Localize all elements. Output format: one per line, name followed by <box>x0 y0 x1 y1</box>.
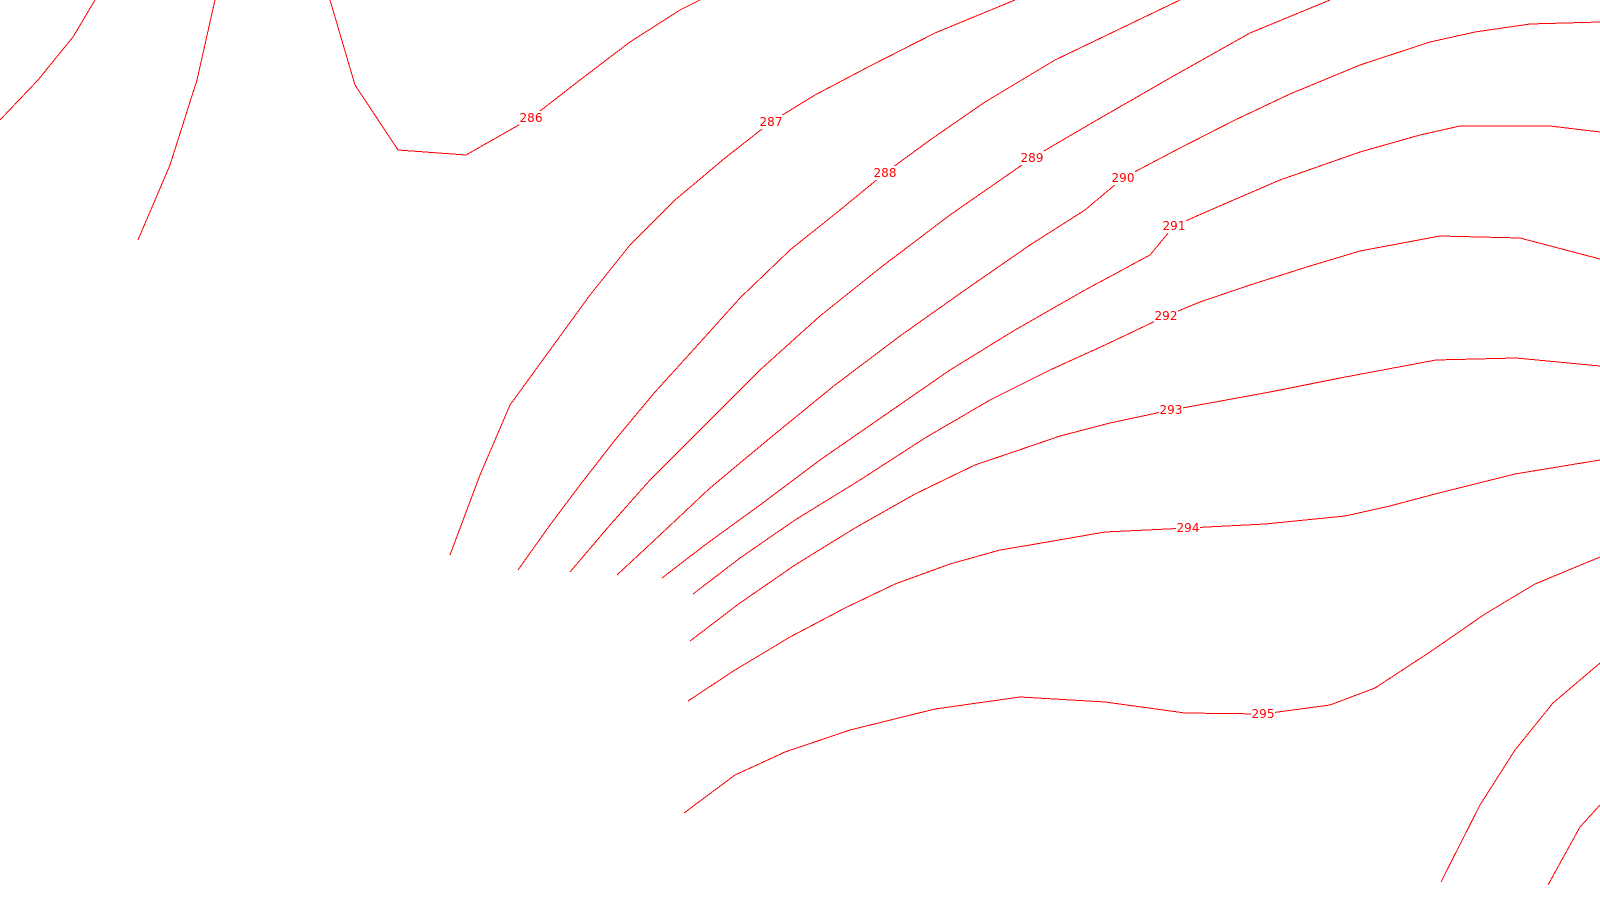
contour-line-292 <box>692 235 1600 595</box>
contour-label-background <box>1159 403 1183 417</box>
contour-label-295: 295 <box>1252 707 1275 721</box>
contour-line-unlabeled-13 <box>1547 804 1600 886</box>
contour-line-287 <box>449 0 1016 556</box>
contour-label-background <box>1162 219 1186 233</box>
contour-line-293 <box>689 357 1600 642</box>
contour-label-background <box>1176 521 1200 535</box>
contour-label-289: 289 <box>1021 151 1044 165</box>
contour-line-291 <box>661 125 1600 579</box>
contour-label-292: 292 <box>1155 309 1178 323</box>
contour-label-background <box>873 166 897 180</box>
contour-line-unlabeled-1 <box>137 0 216 241</box>
contour-label-background <box>759 115 783 129</box>
contour-line-290 <box>616 21 1600 576</box>
contour-line-295 <box>683 556 1600 814</box>
contour-label-288: 288 <box>874 166 897 180</box>
contour-line-288 <box>517 0 1181 571</box>
contour-label-background <box>1154 309 1178 323</box>
contour-label-294: 294 <box>1177 521 1200 535</box>
contour-line-289 <box>569 0 1331 573</box>
contour-label-286: 286 <box>520 111 543 125</box>
contour-label-290: 290 <box>1112 171 1135 185</box>
contour-line-294 <box>687 459 1600 702</box>
contour-label-287: 287 <box>760 115 783 129</box>
contour-line-unlabeled-12 <box>1440 662 1600 883</box>
contour-label-background <box>1020 151 1044 165</box>
contour-label-291: 291 <box>1163 219 1186 233</box>
contour-label-background <box>1111 171 1135 185</box>
contour-label-background <box>519 111 543 125</box>
contour-label-background <box>1251 707 1275 721</box>
contour-label-293: 293 <box>1160 403 1183 417</box>
contour-line-unlabeled-0 <box>0 0 96 121</box>
